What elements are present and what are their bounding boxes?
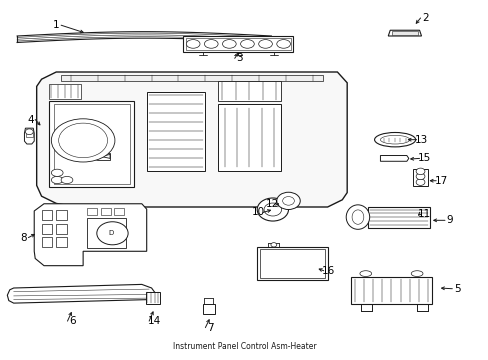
- Bar: [185, 38, 290, 50]
- Ellipse shape: [240, 40, 254, 48]
- Text: 2: 2: [421, 13, 428, 23]
- Bar: [56, 237, 67, 247]
- Ellipse shape: [276, 40, 290, 48]
- Ellipse shape: [264, 203, 281, 216]
- Text: 14: 14: [147, 316, 161, 326]
- Ellipse shape: [380, 135, 409, 144]
- Ellipse shape: [415, 168, 424, 175]
- Text: 12: 12: [265, 199, 279, 210]
- Text: 17: 17: [433, 176, 447, 186]
- Bar: [56, 224, 67, 234]
- Ellipse shape: [258, 40, 272, 48]
- Bar: [391, 31, 417, 35]
- Bar: [203, 304, 214, 314]
- Bar: [26, 131, 33, 137]
- Text: 3: 3: [236, 53, 243, 63]
- Ellipse shape: [410, 271, 422, 276]
- Ellipse shape: [61, 176, 73, 184]
- Bar: [259, 249, 324, 278]
- Bar: [114, 208, 124, 215]
- Bar: [41, 224, 52, 234]
- Ellipse shape: [415, 173, 424, 180]
- Ellipse shape: [359, 271, 371, 276]
- Text: Instrument Panel Control Asm-Heater: Instrument Panel Control Asm-Heater: [172, 342, 316, 351]
- Text: 5: 5: [453, 284, 460, 294]
- Polygon shape: [380, 156, 408, 161]
- Text: 15: 15: [417, 153, 430, 163]
- Text: 9: 9: [446, 215, 452, 225]
- Ellipse shape: [282, 197, 294, 205]
- Text: 11: 11: [417, 209, 430, 219]
- Bar: [350, 277, 431, 304]
- Ellipse shape: [257, 198, 288, 221]
- Ellipse shape: [97, 222, 128, 245]
- Bar: [412, 169, 427, 186]
- Bar: [41, 210, 52, 220]
- Ellipse shape: [374, 132, 415, 147]
- Bar: [49, 84, 81, 99]
- Text: 4: 4: [27, 114, 34, 125]
- Bar: [145, 292, 160, 304]
- Ellipse shape: [59, 123, 107, 158]
- Ellipse shape: [51, 176, 63, 184]
- Ellipse shape: [51, 169, 63, 176]
- Ellipse shape: [51, 119, 115, 162]
- Ellipse shape: [346, 205, 369, 229]
- Ellipse shape: [270, 243, 276, 247]
- Text: 8: 8: [20, 233, 27, 243]
- Text: 16: 16: [321, 266, 335, 276]
- Ellipse shape: [276, 192, 300, 210]
- Bar: [87, 208, 97, 215]
- Polygon shape: [387, 30, 421, 36]
- Bar: [101, 208, 110, 215]
- Bar: [56, 210, 67, 220]
- Polygon shape: [7, 284, 155, 303]
- Bar: [367, 207, 429, 228]
- Bar: [217, 81, 281, 101]
- Text: 1: 1: [53, 20, 60, 30]
- Bar: [146, 92, 205, 171]
- Ellipse shape: [204, 40, 218, 48]
- Bar: [256, 247, 327, 280]
- Bar: [49, 101, 134, 187]
- Bar: [183, 36, 293, 52]
- Polygon shape: [34, 204, 146, 266]
- Text: 7: 7: [206, 323, 213, 333]
- Ellipse shape: [351, 210, 363, 224]
- Bar: [217, 104, 281, 171]
- Bar: [54, 104, 129, 184]
- Ellipse shape: [222, 40, 236, 48]
- Polygon shape: [96, 153, 110, 160]
- Ellipse shape: [25, 129, 33, 135]
- Text: 13: 13: [414, 135, 427, 145]
- Ellipse shape: [415, 179, 424, 185]
- Ellipse shape: [186, 40, 200, 48]
- Polygon shape: [24, 128, 34, 144]
- Text: D: D: [109, 230, 114, 236]
- Polygon shape: [83, 153, 96, 160]
- Polygon shape: [37, 72, 346, 207]
- Text: 6: 6: [69, 316, 76, 326]
- Bar: [87, 218, 126, 248]
- Text: 10: 10: [251, 207, 264, 217]
- Bar: [61, 75, 322, 81]
- Bar: [41, 237, 52, 247]
